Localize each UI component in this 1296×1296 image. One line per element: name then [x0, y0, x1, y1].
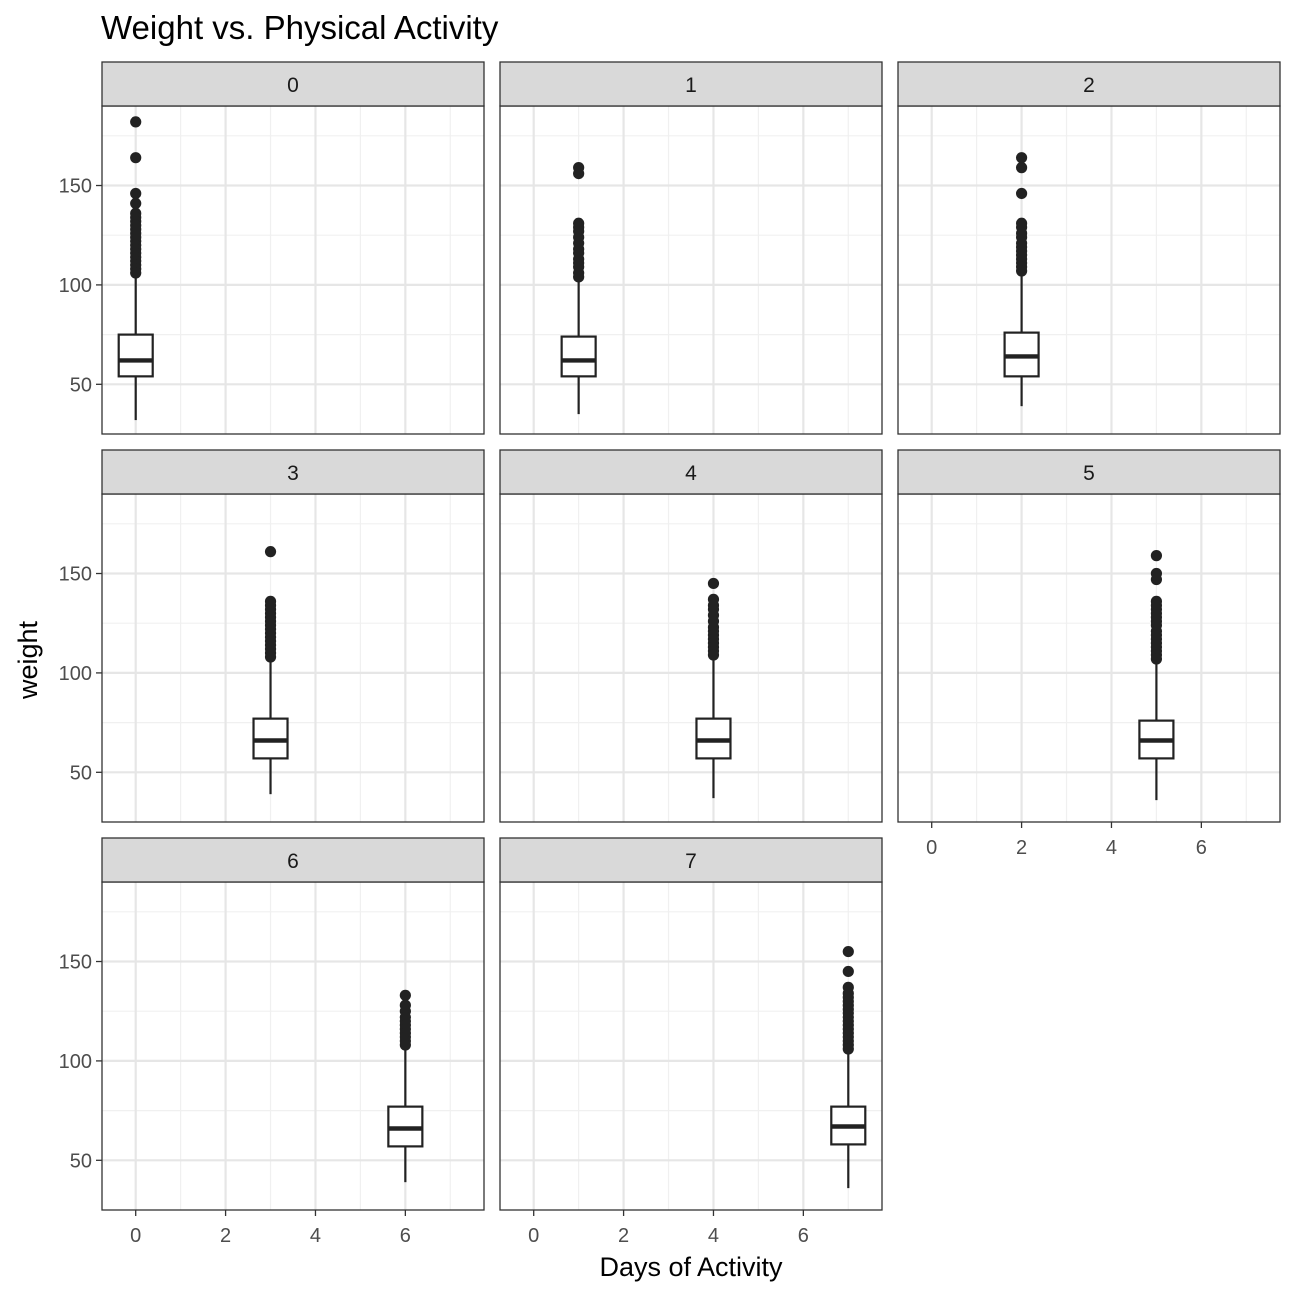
x-tick-label: 0 [926, 837, 937, 859]
facet-panel-5: 5 0 2 4 6 [897, 449, 1281, 859]
box-iqr [560, 335, 597, 378]
panel-background [500, 494, 882, 822]
y-tick-label: 100 [59, 1051, 92, 1073]
x-axis-title: Days of Activity [599, 1252, 783, 1282]
outlier-point [842, 965, 854, 978]
x-tick-label: 4 [708, 1225, 719, 1247]
outlier-point [1150, 550, 1163, 562]
strip-background [499, 449, 883, 495]
strip-label: 3 [287, 462, 299, 485]
strip-background [897, 61, 1281, 107]
strip-background [499, 61, 883, 107]
strip-background [101, 837, 485, 883]
strip-background [101, 61, 485, 107]
strip-label: 6 [287, 850, 299, 873]
facet-panel-1: 1 [499, 61, 883, 435]
outlier-point [1015, 265, 1028, 277]
strip-label: 1 [685, 74, 697, 97]
y-tick-label: 150 [59, 176, 92, 198]
panel-background [102, 494, 484, 822]
outlier-point [130, 267, 142, 279]
strip-background [499, 837, 883, 883]
strip-background [101, 449, 485, 495]
strip-label: 0 [287, 74, 299, 97]
y-tick-label: 150 [59, 564, 92, 586]
outlier-point [399, 989, 411, 1001]
outlier-point [1150, 653, 1163, 665]
y-tick-label: 50 [70, 1150, 92, 1172]
panel-background [898, 106, 1280, 434]
facet-panel-0: 0 50 100 150 [59, 61, 485, 435]
strip-label: 7 [685, 850, 697, 873]
x-tick-label: 2 [1016, 837, 1027, 859]
outlier-point [1015, 152, 1028, 164]
x-tick-label: 4 [310, 1225, 321, 1247]
y-tick-label: 100 [59, 663, 92, 685]
outlier-point [1150, 573, 1163, 586]
y-tick-label: 100 [59, 275, 92, 297]
outlier-point [573, 271, 585, 283]
facet-panel-6: 6 50 100 150 0 2 4 6 [59, 837, 485, 1247]
outlier-point [264, 546, 277, 558]
strip-label: 5 [1083, 462, 1095, 485]
panel-background [500, 106, 882, 434]
outlier-point [1015, 162, 1028, 174]
facet-panel-7: 7 0 2 4 6 [499, 837, 883, 1247]
strip-label: 2 [1083, 74, 1095, 97]
x-tick-label: 2 [618, 1225, 629, 1247]
panel-background [102, 106, 484, 434]
y-tick-label: 50 [70, 374, 92, 396]
strip-label: 4 [685, 462, 697, 485]
x-tick-label: 6 [1196, 837, 1207, 859]
panel-background [102, 882, 484, 1210]
outlier-point [842, 1043, 854, 1055]
box-iqr [117, 333, 154, 378]
strip-background [897, 449, 1281, 495]
outlier-point [130, 152, 142, 164]
facet-panel-3: 3 50 100 150 [59, 449, 485, 823]
y-tick-label: 150 [59, 952, 92, 974]
panel-background [500, 882, 882, 1210]
outlier-point [130, 187, 142, 200]
chart-title: Weight vs. Physical Activity [101, 9, 499, 46]
facet-panel-2: 2 [897, 61, 1281, 435]
outlier-point [1015, 187, 1028, 200]
x-tick-label: 0 [528, 1225, 539, 1247]
x-tick-label: 2 [220, 1225, 231, 1247]
outlier-point [707, 577, 720, 590]
outlier-point [399, 1039, 411, 1051]
x-tick-label: 6 [798, 1225, 809, 1247]
outlier-point [573, 167, 585, 180]
y-axis-title: weight [13, 620, 43, 700]
outlier-point [130, 116, 142, 128]
y-tick-label: 50 [70, 762, 92, 784]
outlier-point [842, 945, 854, 958]
facet-panel-4: 4 [499, 449, 883, 823]
outlier-point [707, 649, 720, 661]
x-tick-label: 4 [1106, 837, 1117, 859]
x-tick-label: 6 [400, 1225, 411, 1247]
panel-background [898, 494, 1280, 822]
outlier-point [264, 651, 277, 663]
x-tick-label: 0 [130, 1225, 141, 1247]
outlier-point [130, 197, 142, 210]
